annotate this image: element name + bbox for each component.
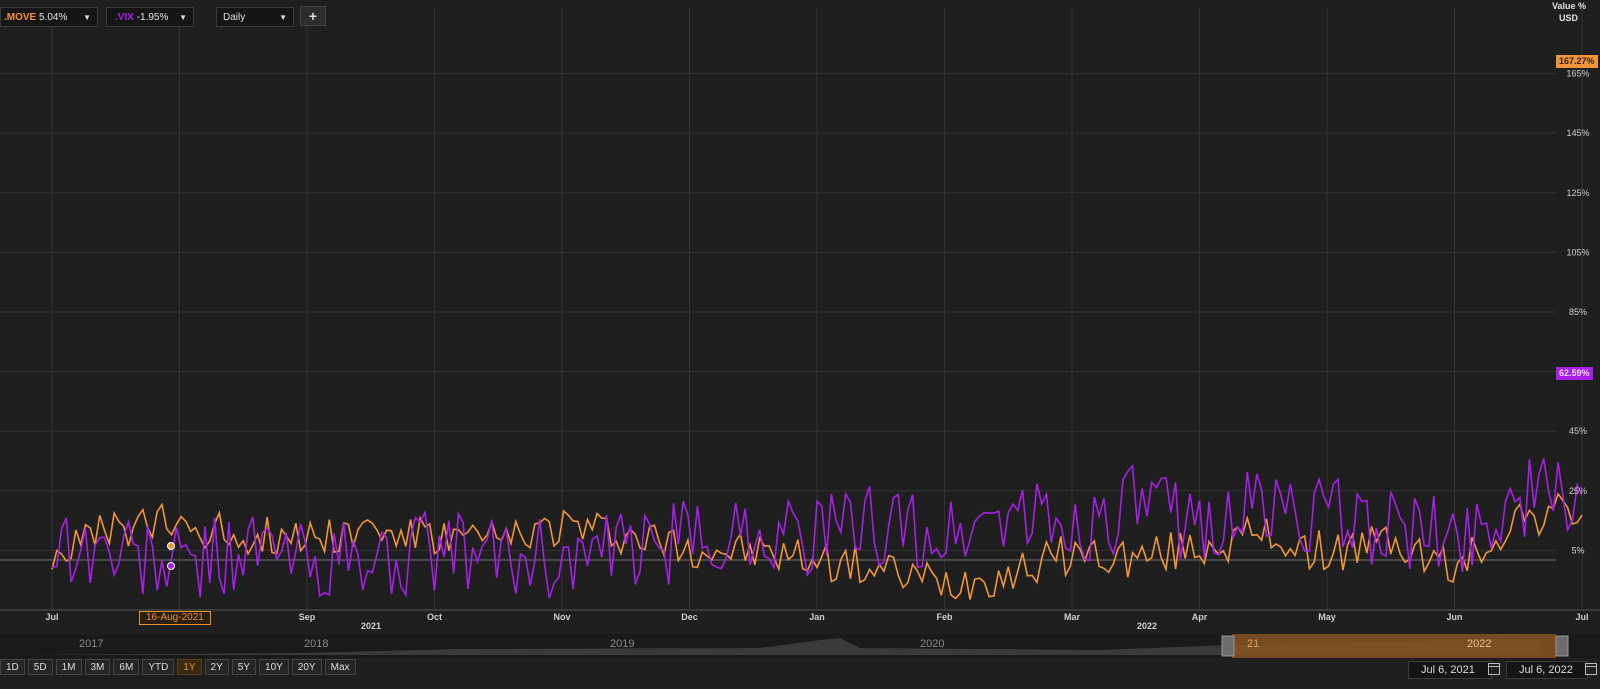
x-tick-label: Dec [681, 612, 698, 622]
x-tick-label: Jan [809, 612, 825, 622]
interval-value: Daily [223, 12, 246, 23]
crosshair-date-label: 16-Aug-2021 [139, 611, 211, 625]
x-tick-label: Jul [45, 612, 58, 622]
range-button-2y[interactable]: 2Y [204, 659, 229, 675]
navigator-year-label: 2022 [1467, 638, 1492, 650]
x-tick-label: Feb [936, 612, 953, 622]
year-label: 2022 [1137, 621, 1157, 631]
move-series-line [51, 492, 1583, 600]
move-change: 5.04% [39, 12, 68, 23]
y-tick-label: 5% [1571, 545, 1584, 555]
chevron-down-icon[interactable]: ▼ [179, 13, 187, 22]
vix-ticker: .VIX [115, 12, 134, 23]
move-hover-marker [167, 542, 175, 550]
range-button-1m[interactable]: 1M [55, 659, 82, 675]
move-ticker: .MOVE [4, 12, 37, 23]
range-button-6m[interactable]: 6M [113, 659, 140, 675]
interval-dropdown[interactable]: Daily ▼ [216, 7, 294, 27]
navigator-year-label: 2018 [304, 638, 329, 650]
year-label: 2021 [361, 621, 381, 631]
axis-currency-header: USD [1558, 13, 1578, 23]
chevron-down-icon[interactable]: ▼ [279, 13, 287, 22]
navigator-selected-range[interactable] [1232, 634, 1556, 658]
y-tick-label: 145% [1566, 128, 1589, 138]
y-tick-label: 45% [1569, 426, 1587, 436]
range-button-max[interactable]: Max [324, 659, 356, 675]
grid-lines [0, 8, 1600, 611]
navigator-year-label: 21 [1247, 638, 1260, 650]
add-series-button[interactable]: + [300, 6, 326, 26]
calendar-icon[interactable] [1585, 663, 1597, 675]
range-button-ytd[interactable]: YTD [142, 659, 175, 675]
navigator-volume-area [18, 638, 1540, 655]
range-button-1y[interactable]: 1Y [177, 659, 202, 675]
x-tick-label: May [1318, 612, 1336, 622]
navigator-right-handle[interactable] [1555, 635, 1569, 657]
x-tick-label: Nov [553, 612, 570, 622]
y-tick-label: 165% [1566, 69, 1589, 79]
move-series-selector[interactable]: .MOVE 5.04% ▼ [0, 7, 98, 27]
axis-value-header: Value % [1551, 1, 1586, 11]
y-tick-label: 105% [1566, 247, 1589, 257]
move-last-value-flag: 167.27% [1556, 55, 1598, 68]
calendar-icon[interactable] [1488, 663, 1500, 675]
navigator-year-label: 2019 [610, 638, 635, 650]
x-tick-label: Jul [1575, 612, 1588, 622]
range-button-3m[interactable]: 3M [84, 659, 111, 675]
navigator-year-label: 2017 [79, 638, 104, 650]
vix-change: -1.95% [136, 12, 169, 23]
x-tick-label: Mar [1064, 612, 1081, 622]
y-tick-label: 85% [1569, 307, 1587, 317]
x-tick-label: Jun [1446, 612, 1462, 622]
vix-series-line [51, 458, 1583, 599]
vix-last-value-flag: 62.59% [1556, 367, 1593, 380]
range-button-1d[interactable]: 1D [0, 659, 25, 675]
chevron-down-icon[interactable]: ▼ [83, 13, 91, 22]
range-button-5y[interactable]: 5Y [231, 659, 257, 675]
x-tick-label: Oct [427, 612, 442, 622]
y-tick-label: 125% [1566, 188, 1589, 198]
y-tick-label: 25% [1569, 486, 1587, 496]
navigator-year-label: 2020 [920, 638, 945, 650]
end-date-field[interactable]: Jul 6, 2022 [1506, 661, 1588, 679]
vix-series-selector[interactable]: .VIX -1.95% ▼ [106, 7, 194, 27]
x-tick-label: Apr [1192, 612, 1208, 622]
range-button-20y[interactable]: 20Y [291, 659, 322, 675]
series-lines [51, 458, 1583, 600]
time-range-buttons: 1D 5D 1M 3M 6M YTD 1Y 2Y 5Y 10Y 20Y Max [0, 659, 356, 679]
range-button-5d[interactable]: 5D [27, 659, 53, 675]
vix-hover-marker [167, 562, 175, 570]
start-date-field[interactable]: Jul 6, 2021 [1408, 661, 1492, 679]
range-button-10y[interactable]: 10Y [259, 659, 289, 675]
x-tick-label: Sep [299, 612, 316, 622]
navigator-left-handle[interactable] [1221, 635, 1235, 657]
